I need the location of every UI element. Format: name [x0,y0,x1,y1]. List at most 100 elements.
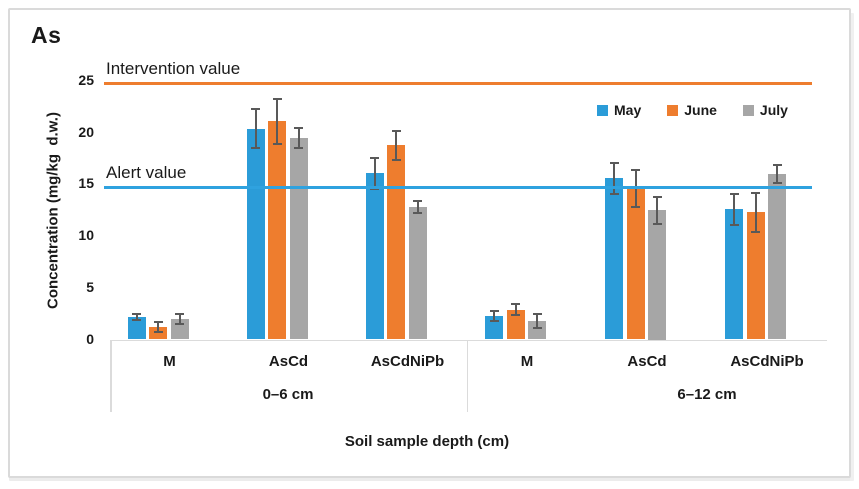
error-bar-cap [272,97,282,100]
error-bar-cap [772,182,782,185]
group-label: 0–6 cm [262,386,314,403]
error-bar-cap [511,313,520,316]
reference-line-label: Alert value [106,163,187,182]
error-bar [395,130,397,160]
error-bar [157,321,159,333]
category-separator [110,341,112,412]
bar-july-ascd [648,210,666,340]
category-label: M [163,353,176,370]
bar-may-m [127,316,146,340]
x-axis-title: Soil sample depth (cm) [344,433,510,450]
error-bar-cap [489,309,499,312]
y-axis-title: Concentration (mg/kg d.w.) [44,112,62,309]
legend-item-june: June [667,102,717,118]
error-bar-cap [132,312,141,315]
error-bar [416,200,419,214]
legend-item-july: July [742,102,788,118]
legend-label: June [684,102,717,118]
bar-june-ascdnipb [746,212,765,340]
error-bar-cap [751,191,760,194]
error-bar-cap [175,322,184,325]
error-bar-cap [175,312,184,315]
bar-july-ascdnipb [768,174,786,340]
legend: May June July [597,102,788,118]
error-bar [493,310,495,321]
y-tick-label: 10 [78,227,94,244]
error-bar [178,313,181,324]
error-bar-cap [729,223,739,226]
error-bar-cap [511,303,520,306]
legend-swatch-icon [597,104,608,116]
x-axis-line [110,339,827,341]
error-bar-cap [751,230,760,233]
y-tick-label: 25 [78,72,94,88]
category-label: AsCdNiPb [730,353,804,370]
bar-july-m [528,320,546,340]
group-label: 6–12 cm [677,386,737,403]
bar-june-m [506,309,525,340]
bar-may-ascd [246,128,265,340]
category-separator [466,341,468,412]
reference-line-intervention [104,81,812,85]
bar-july-ascdnipb [408,207,427,340]
error-bar-cap [413,212,422,215]
y-tick-label: 0 [86,330,94,347]
category-label: AsCd [268,353,309,370]
error-bar-cap [391,158,401,161]
error-bar-cap [251,107,260,110]
error-bar [754,192,757,232]
error-bar-cap [609,161,619,164]
error-bar [373,157,376,189]
error-bar-cap [294,147,303,150]
error-bar-cap [272,143,282,146]
error-bar-cap [609,192,619,195]
error-bar-cap [532,312,542,315]
legend-swatch-icon [667,104,679,116]
bar-june-ascd [626,188,645,340]
error-bar-cap [294,126,303,129]
chart-title: As [31,22,62,48]
y-tick-label: 20 [78,123,94,140]
error-bar [733,193,735,225]
reference-line-alert [104,186,812,189]
error-bar-cap [631,168,640,171]
category-label: AsCd [627,353,667,370]
error-bar [135,313,138,320]
bar-july-ascd [289,137,308,340]
error-bar-cap [413,199,422,202]
error-bar-cap [132,318,141,321]
error-bar [613,162,615,194]
error-bar-cap [652,195,662,198]
legend-label: May [614,102,642,118]
bar-june-m [149,327,167,340]
error-bar-cap [391,129,401,132]
error-bar-cap [251,147,260,150]
error-bar-cap [370,156,379,159]
error-bar [536,313,538,329]
error-bar-cap [652,222,662,225]
error-bar-cap [489,319,499,322]
y-tick-label: 5 [86,278,94,295]
legend-swatch-icon [742,104,754,116]
error-bar [297,127,300,149]
error-bar-cap [153,320,163,323]
category-label: AsCdNiPb [370,353,445,370]
y-tick-label: 15 [78,175,94,192]
category-label: M [520,353,534,370]
bar-may-ascdnipb [725,209,743,340]
error-bar-cap [532,327,542,330]
error-bar [776,164,778,184]
legend-label: July [759,102,788,118]
error-bar [254,108,257,149]
error-bar-cap [631,206,640,209]
error-bar-cap [772,163,782,166]
bar-june-ascd [268,121,286,340]
error-bar-cap [729,192,739,195]
error-bar [276,98,278,145]
reference-line-label: Intervention value [106,58,241,78]
error-bar [514,304,517,315]
error-bar [656,196,658,224]
bar-june-ascdnipb [387,145,405,340]
chart-border [8,8,851,478]
